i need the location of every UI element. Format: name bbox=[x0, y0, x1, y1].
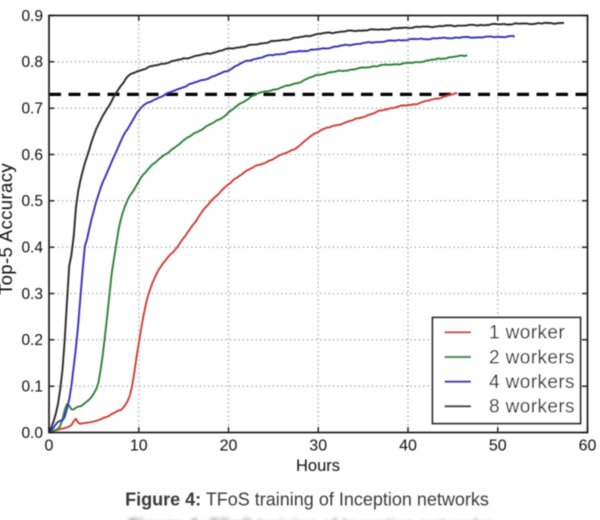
svg-text:Top-5 Accuracy: Top-5 Accuracy bbox=[0, 163, 16, 295]
svg-text:0.2: 0.2 bbox=[21, 332, 43, 349]
svg-text:50: 50 bbox=[489, 438, 507, 455]
svg-text:60: 60 bbox=[579, 438, 597, 455]
svg-text:1 worker: 1 worker bbox=[489, 323, 565, 344]
svg-text:0.3: 0.3 bbox=[21, 286, 43, 303]
svg-text:Figure 4: TFoS training of Inc: Figure 4: TFoS training of Inception net… bbox=[125, 490, 489, 510]
svg-text:2 workers: 2 workers bbox=[489, 347, 575, 368]
svg-text:20: 20 bbox=[220, 438, 238, 455]
svg-text:40: 40 bbox=[399, 438, 417, 455]
svg-text:8 workers: 8 workers bbox=[489, 397, 575, 418]
svg-text:0.6: 0.6 bbox=[21, 147, 43, 164]
svg-text:30: 30 bbox=[309, 438, 327, 455]
svg-text:0.4: 0.4 bbox=[21, 240, 43, 257]
svg-text:0.9: 0.9 bbox=[21, 8, 43, 25]
svg-text:10: 10 bbox=[130, 438, 148, 455]
svg-text:0.5: 0.5 bbox=[21, 193, 43, 210]
svg-text:Figure 4: TFoS training of Inc: Figure 4: TFoS training of Inception net… bbox=[128, 516, 492, 520]
svg-text:0: 0 bbox=[45, 438, 54, 455]
svg-text:0.7: 0.7 bbox=[21, 101, 43, 118]
svg-text:0.8: 0.8 bbox=[21, 54, 43, 71]
svg-text:4 workers: 4 workers bbox=[489, 372, 575, 393]
svg-text:0.1: 0.1 bbox=[21, 379, 43, 396]
svg-text:0.0: 0.0 bbox=[21, 425, 43, 442]
svg-text:Hours: Hours bbox=[296, 457, 340, 475]
